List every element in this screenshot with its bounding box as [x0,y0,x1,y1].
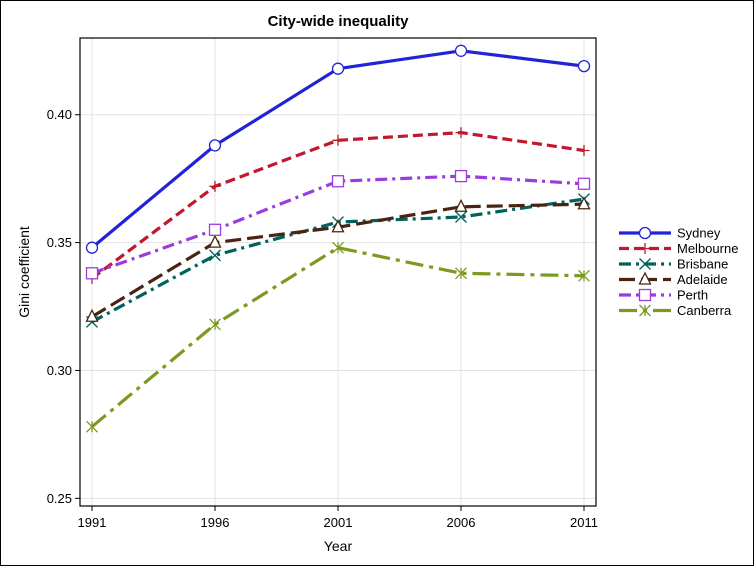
data-point-adelaide [454,198,468,212]
data-point-canberra [209,318,221,331]
data-point-canberra [455,267,467,280]
data-point-sydney [85,241,99,254]
data-point-canberra [86,420,98,433]
y-tick-label: 0.40 [47,107,72,122]
data-point-perth [454,169,468,183]
legend-label: Perth [677,288,708,303]
data-point-sydney [208,139,222,152]
data-point-brisbane [209,249,221,262]
legend-marker-adelaide [638,271,652,285]
chart-title: City-wide inequality [268,13,410,30]
data-point-adelaide [208,234,222,248]
data-point-sydney [454,44,468,57]
x-tick-label: 1991 [78,515,107,530]
legend-marker-perth [638,288,652,302]
legend-label: Brisbane [677,257,728,272]
data-point-sydney [577,59,591,73]
legend-label: Melbourne [677,241,738,256]
series-line-canberra [90,246,585,428]
y-tick-label: 0.35 [47,235,72,250]
x-tick-label: 1996 [201,515,230,530]
data-point-melbourne [455,127,467,139]
y-tick-label: 0.30 [47,363,72,378]
data-point-perth [331,175,345,188]
data-point-perth [85,267,99,280]
data-point-melbourne [209,180,221,192]
x-axis-label: Year [324,538,353,554]
data-point-melbourne [332,134,344,146]
data-point-canberra [578,269,590,282]
data-point-perth [577,177,591,190]
data-point-brisbane [455,211,467,223]
data-point-canberra [332,241,344,254]
legend-marker-sydney [638,226,652,240]
x-tick-label: 2006 [447,515,476,530]
legend-marker-brisbane [639,258,651,270]
data-point-sydney [331,62,345,75]
data-point-adelaide [85,308,99,322]
data-point-adelaide [331,219,345,233]
x-tick-label: 2001 [324,515,353,530]
y-axis-label: Gini coefficient [16,226,32,318]
y-tick-label: 0.25 [47,491,72,506]
series-line-perth [91,174,585,275]
legend-label: Sydney [677,226,721,241]
x-tick-label: 2011 [570,515,598,530]
data-point-perth [208,223,222,236]
legend-label: Canberra [677,303,732,318]
legend-marker-canberra [639,304,651,317]
legend-marker-melbourne [639,243,651,254]
data-point-melbourne [578,145,590,157]
data-point-adelaide [577,196,591,210]
legend-label: Adelaide [677,272,728,287]
